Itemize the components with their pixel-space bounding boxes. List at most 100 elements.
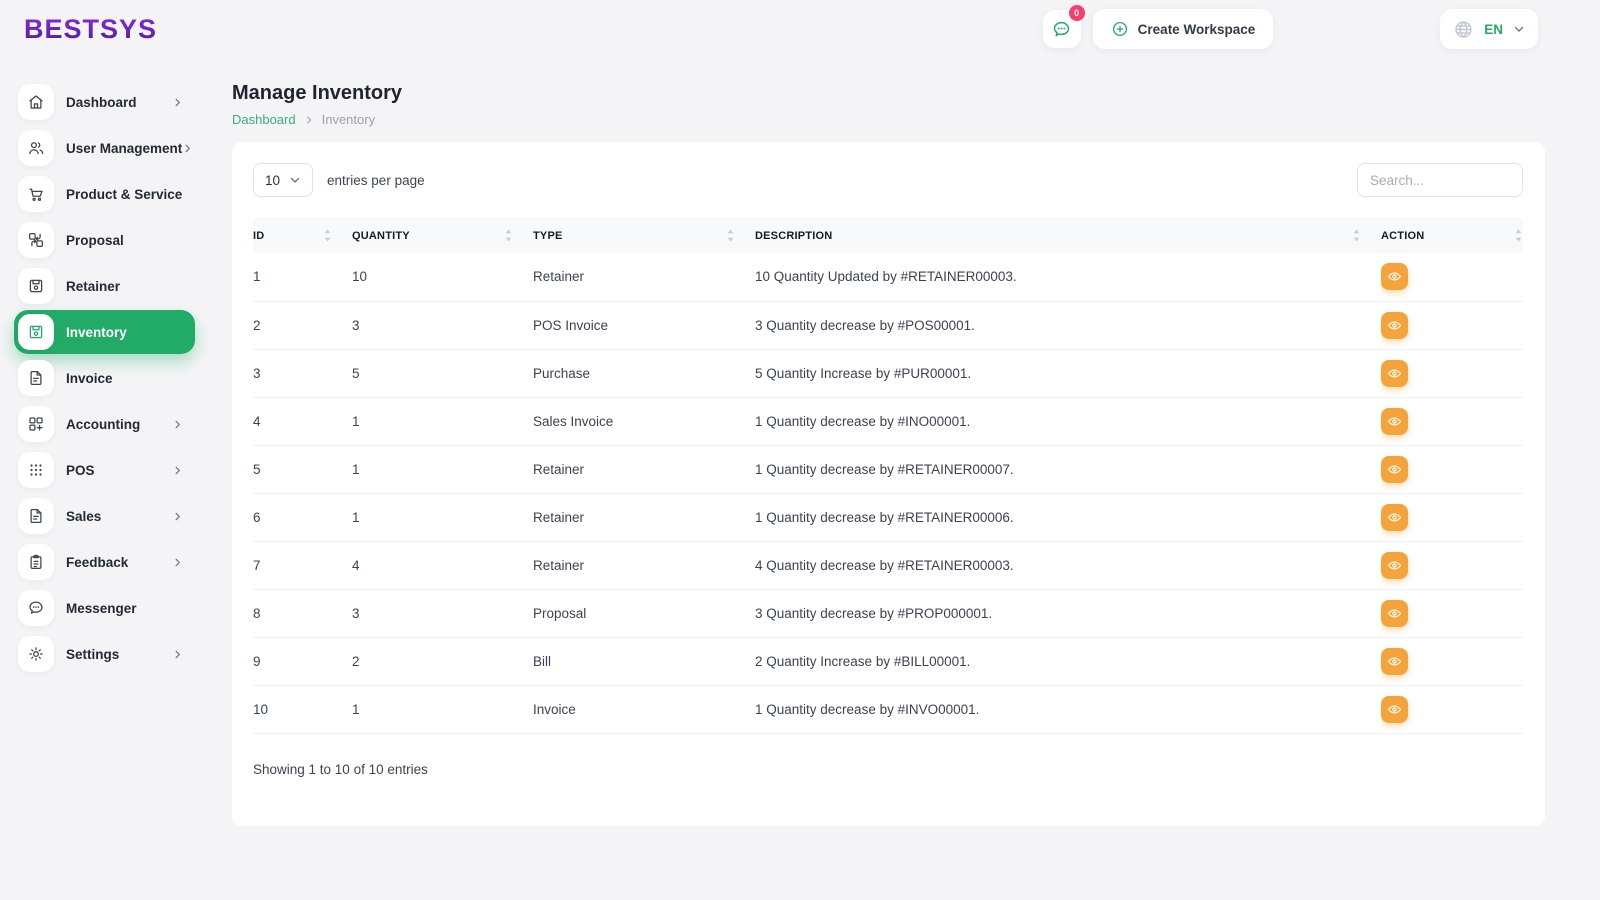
users-icon — [18, 130, 54, 166]
eye-icon — [1387, 606, 1402, 621]
sidebar-item-sales[interactable]: Sales — [14, 494, 195, 538]
column-header-action[interactable]: ACTION — [1381, 218, 1523, 253]
file-icon — [18, 360, 54, 396]
sidebar-item-feedback[interactable]: Feedback — [14, 540, 195, 584]
sidebar-item-inventory[interactable]: Inventory — [14, 310, 195, 354]
language-selector[interactable]: EN — [1440, 9, 1538, 49]
top-bar: BESTSYS 0 Create Workspace EN — [0, 0, 1600, 58]
column-header-id[interactable]: ID — [253, 218, 352, 253]
table-row: 2 3 POS Invoice 3 Quantity decrease by #POS… — [253, 301, 1523, 350]
sidebar-item-label: Sales — [66, 508, 102, 524]
cell-quantity: 1 — [352, 445, 533, 494]
sidebar-item-label: Accounting — [66, 416, 141, 432]
chat-icon — [18, 590, 54, 626]
chevron-right-icon — [182, 143, 193, 154]
sidebar-item-label: Feedback — [66, 554, 129, 570]
cell-action — [1381, 397, 1523, 446]
search-input[interactable] — [1357, 163, 1523, 197]
chevron-right-icon — [172, 97, 183, 108]
sidebar-item-messenger[interactable]: Messenger — [14, 586, 195, 630]
home-icon — [18, 84, 54, 120]
cell-quantity: 2 — [352, 637, 533, 686]
view-button[interactable] — [1381, 455, 1408, 483]
sort-icon[interactable] — [726, 228, 735, 243]
messages-button[interactable]: 0 — [1042, 5, 1085, 48]
cell-description: 1 Quantity decrease by #RETAINER00006. — [755, 493, 1381, 542]
column-header-type[interactable]: TYPE — [533, 218, 755, 253]
entries-per-page-select[interactable]: 10 — [253, 163, 314, 197]
cell-quantity: 1 — [352, 397, 533, 446]
cell-id: 7 — [253, 541, 352, 590]
cell-quantity: 3 — [352, 589, 533, 638]
chevron-right-icon — [172, 465, 183, 476]
cell-quantity: 10 — [352, 253, 533, 302]
chat-icon — [1051, 19, 1072, 40]
sidebar-item-dashboard[interactable]: Dashboard — [14, 80, 195, 124]
sidebar-item-settings[interactable]: Settings — [14, 632, 195, 676]
gear-icon — [18, 636, 54, 672]
sort-icon[interactable] — [1352, 228, 1361, 243]
sort-icon[interactable] — [323, 228, 332, 243]
create-workspace-button[interactable]: Create Workspace — [1092, 9, 1274, 49]
cell-action — [1381, 589, 1523, 638]
sort-icon[interactable] — [504, 228, 513, 243]
view-button[interactable] — [1381, 407, 1408, 435]
breadcrumb-dashboard-link[interactable]: Dashboard — [232, 112, 296, 127]
cell-description: 3 Quantity decrease by #PROP000001. — [755, 589, 1381, 638]
view-button[interactable] — [1381, 695, 1408, 723]
transform-icon — [18, 222, 54, 258]
chevron-right-icon — [172, 649, 183, 660]
column-header-quantity[interactable]: QUANTITY — [352, 218, 533, 253]
sidebar-item-label: Retainer — [66, 278, 121, 294]
sidebar-item-label: Inventory — [66, 324, 127, 340]
eye-icon — [1387, 414, 1402, 429]
cell-type: Retainer — [533, 253, 755, 302]
cell-type: Retainer — [533, 493, 755, 542]
chevron-down-icon — [289, 174, 301, 186]
sidebar-item-accounting[interactable]: Accounting — [14, 402, 195, 446]
sidebar-item-product-service[interactable]: Product & Service — [14, 172, 195, 216]
sidebar-item-label: User Management — [66, 140, 183, 156]
view-button[interactable] — [1381, 503, 1408, 531]
cell-id: 8 — [253, 589, 352, 638]
sidebar-item-label: Proposal — [66, 232, 124, 248]
view-button[interactable] — [1381, 311, 1408, 339]
sidebar-item-pos[interactable]: POS — [14, 448, 195, 492]
cell-id: 4 — [253, 397, 352, 446]
cell-action — [1381, 445, 1523, 494]
column-label: TYPE — [533, 229, 563, 242]
chevron-right-icon — [172, 511, 183, 522]
chevron-right-icon — [172, 557, 183, 568]
cell-action — [1381, 541, 1523, 590]
view-button[interactable] — [1381, 647, 1408, 675]
sort-icon[interactable] — [1514, 228, 1523, 243]
file-icon — [18, 498, 54, 534]
main-content: Manage Inventory Dashboard Inventory 10 … — [232, 58, 1600, 900]
cell-type: Retainer — [533, 541, 755, 590]
eye-icon — [1387, 462, 1402, 477]
inventory-table: ID QUANTITY TYPE DESCRIPTION ACTION 1 10 Retai… — [253, 218, 1523, 734]
sidebar-item-proposal[interactable]: Proposal — [14, 218, 195, 262]
sidebar-item-retainer[interactable]: Retainer — [14, 264, 195, 308]
cell-quantity: 1 — [352, 493, 533, 542]
view-button[interactable] — [1381, 359, 1408, 387]
view-button[interactable] — [1381, 551, 1408, 579]
sidebar-item-invoice[interactable]: Invoice — [14, 356, 195, 400]
inventory-table-head-row: ID QUANTITY TYPE DESCRIPTION ACTION — [253, 218, 1523, 253]
cell-description: 3 Quantity decrease by #POS00001. — [755, 301, 1381, 350]
create-workspace-label: Create Workspace — [1137, 21, 1256, 37]
table-row: 1 10 Retainer 10 Quantity Updated by #RETAI… — [253, 253, 1523, 302]
view-button[interactable] — [1381, 263, 1408, 291]
top-bar-actions: 0 Create Workspace EN — [1042, 5, 1538, 49]
cell-type: Retainer — [533, 445, 755, 494]
column-header-description[interactable]: DESCRIPTION — [755, 218, 1381, 253]
cell-action — [1381, 637, 1523, 686]
message-count-badge: 0 — [1068, 5, 1085, 21]
chevron-right-icon — [172, 419, 183, 430]
sidebar-item-user-management[interactable]: User Management — [14, 126, 195, 170]
view-button[interactable] — [1381, 599, 1408, 627]
cell-id: 5 — [253, 445, 352, 494]
breadcrumb-current: Inventory — [321, 112, 376, 127]
cell-type: Proposal — [533, 589, 755, 638]
inventory-table-body: 1 10 Retainer 10 Quantity Updated by #RETAI… — [253, 253, 1523, 734]
